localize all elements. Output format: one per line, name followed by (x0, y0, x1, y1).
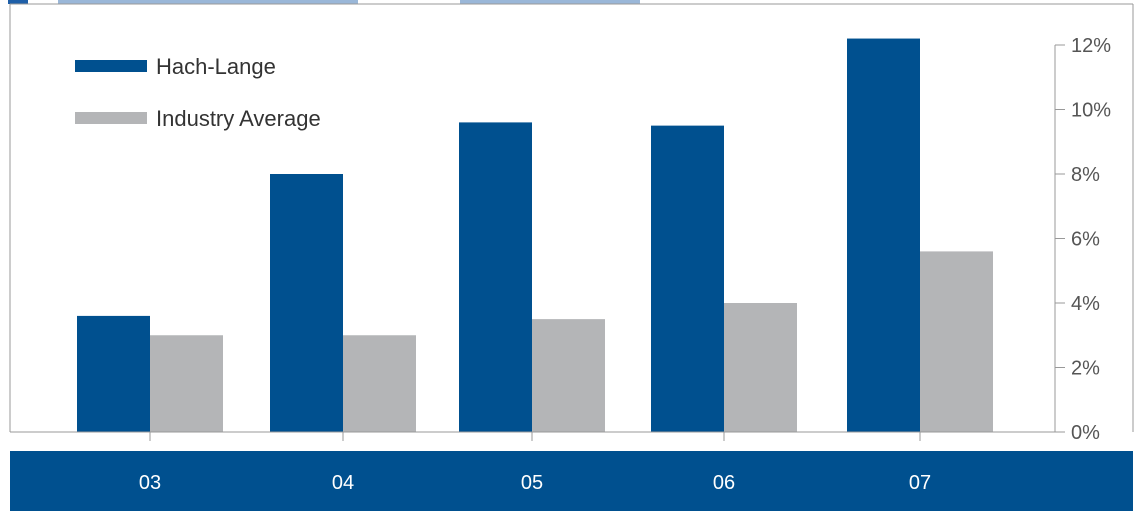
legend-swatch-hach-lange (75, 60, 147, 72)
y-tick-label-8: 8% (1071, 164, 1100, 186)
y-tick-label-2: 2% (1071, 358, 1100, 380)
bar-industry-average-07 (920, 251, 993, 432)
category-band: 03 04 05 06 07 (10, 451, 1133, 511)
y-tick-label-6: 6% (1071, 229, 1100, 251)
bars-group (77, 38, 993, 433)
category-label-07: 07 (909, 472, 931, 494)
category-label-06: 06 (713, 472, 735, 494)
legend-label-industry-average: Industry Average (156, 106, 321, 131)
category-label-04: 04 (332, 472, 354, 494)
bar-industry-average-04 (343, 335, 416, 432)
header-fragment-b (58, 0, 358, 4)
y-tick-label-12: 12% (1071, 35, 1111, 57)
header-fragment-c (460, 0, 640, 4)
category-label-05: 05 (521, 472, 543, 494)
bar-industry-average-03 (150, 335, 223, 432)
category-label-03: 03 (139, 472, 161, 494)
bar-hach-lange-05 (459, 122, 532, 433)
y-tick-label-10: 10% (1071, 100, 1111, 122)
legend: Hach-Lange Industry Average (75, 54, 321, 131)
bar-hach-lange-07 (847, 38, 920, 433)
bar-hach-lange-04 (270, 174, 343, 432)
bar-industry-average-05 (532, 319, 605, 432)
category-band-background (10, 451, 1133, 511)
x-axis (10, 431, 1055, 441)
legend-swatch-industry-average (75, 112, 147, 124)
y-tick-label-4: 4% (1071, 293, 1100, 315)
bar-industry-average-06 (724, 303, 797, 432)
chart-frame (9, 3, 1134, 432)
header-fragment (8, 0, 640, 4)
y-tick-label-0: 0% (1071, 422, 1100, 444)
y-axis: 0% 2% 4% 6% 8% 10% 12% (1054, 35, 1111, 444)
bar-hach-lange-03 (77, 315, 150, 432)
bar-hach-lange-06 (651, 125, 724, 432)
legend-label-hach-lange: Hach-Lange (156, 54, 276, 79)
header-fragment-a (8, 0, 28, 4)
